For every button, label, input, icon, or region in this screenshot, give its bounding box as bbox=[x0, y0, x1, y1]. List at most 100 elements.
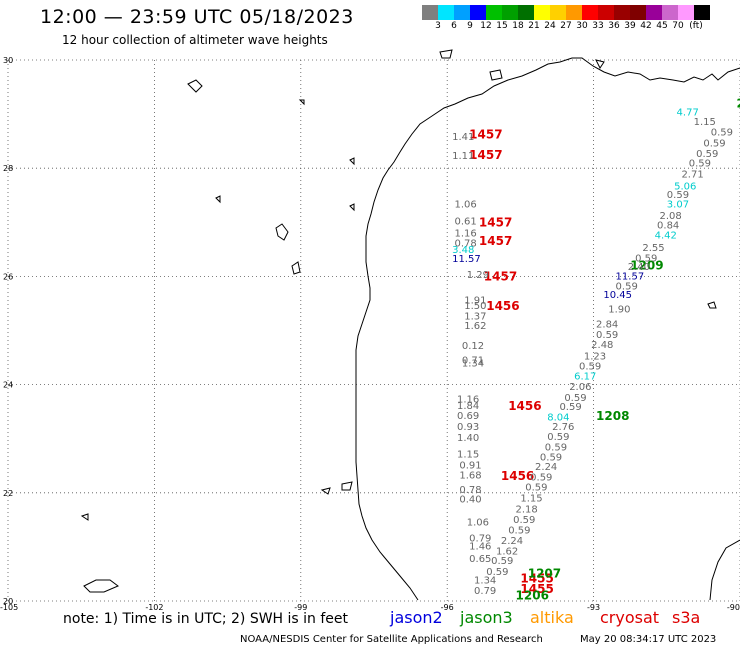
colorbar-label: 45 bbox=[656, 21, 668, 31]
wave-height-value: 0.69 bbox=[457, 411, 479, 422]
texas-louisiana-coastline bbox=[355, 57, 740, 601]
wave-height-value: 0.78 bbox=[459, 485, 481, 496]
colorbar-swatch bbox=[518, 5, 534, 20]
wave-height-value: 0.59 bbox=[540, 452, 562, 463]
wave-height-value: 0.59 bbox=[545, 443, 567, 454]
colorbar-label: 33 bbox=[592, 21, 604, 31]
wave-height-value: 2.24 bbox=[535, 462, 557, 473]
wave-height-value: 11.57 bbox=[452, 254, 481, 265]
wave-height-value: 1.16 bbox=[455, 228, 477, 239]
wave-height-value: 0.59 bbox=[596, 330, 618, 341]
wave-height-value: 2.48 bbox=[591, 340, 613, 351]
wave-height-value: 1.37 bbox=[464, 312, 486, 323]
pass-time-label: 1455 bbox=[520, 572, 553, 586]
longitude-label: -96 bbox=[441, 603, 454, 612]
wave-height-value: 0.12 bbox=[462, 341, 484, 352]
colorbar-swatch bbox=[422, 5, 438, 20]
wave-height-value: 10.45 bbox=[603, 290, 632, 301]
wave-height-value: 1.06 bbox=[455, 200, 477, 211]
colorbar-swatch bbox=[502, 5, 518, 20]
legend-jason3: jason3 bbox=[460, 608, 513, 627]
wave-height-value: 1.50 bbox=[464, 301, 486, 312]
wave-height-value: 4.77 bbox=[677, 108, 699, 119]
colorbar-swatch bbox=[550, 5, 566, 20]
wave-height-value: 0.91 bbox=[459, 460, 481, 471]
wave-height-value: 1.90 bbox=[608, 305, 630, 316]
wave-height-value: 4.42 bbox=[655, 231, 677, 242]
wave-height-observations: 1457 1457 1457 1457 1457 1456 1456 1456 14551455… bbox=[452, 97, 740, 603]
wave-height-value: 2.40 bbox=[628, 262, 650, 273]
wave-height-value: 0.93 bbox=[457, 422, 479, 433]
latitude-labels: 30 28 26 24 22 20 bbox=[3, 56, 13, 606]
colorbar-label: 15 bbox=[496, 21, 508, 31]
wave-height-value: 0.59 bbox=[564, 393, 586, 404]
pass-time-label: 1207 bbox=[528, 567, 561, 581]
wave-height-value: 11.57 bbox=[616, 272, 645, 283]
latitude-label: 20 bbox=[3, 597, 13, 606]
wave-height-value: 1.11 bbox=[452, 151, 474, 162]
lat-lon-grid bbox=[7, 59, 740, 602]
colorbar-label: 70 bbox=[672, 21, 684, 31]
colorbar-label: 18 bbox=[512, 21, 524, 31]
wave-height-value: 2.18 bbox=[516, 504, 538, 515]
wave-height-value: 0.59 bbox=[525, 483, 547, 494]
wave-height-value: 1.06 bbox=[467, 517, 489, 528]
wave-height-value: 0.59 bbox=[547, 432, 569, 443]
colorbar-swatch bbox=[646, 5, 662, 20]
wave-height-value: 0.59 bbox=[696, 149, 718, 160]
wave-height-value: 1.34 bbox=[474, 576, 496, 587]
colorbar-label: 27 bbox=[560, 21, 572, 31]
wave-height-value: 0.59 bbox=[559, 402, 581, 413]
footer-credit: NOAA/NESDIS Center for Satellite Applica… bbox=[240, 634, 543, 645]
colorbar-swatch bbox=[438, 5, 454, 20]
wave-height-value: 0.59 bbox=[579, 361, 601, 372]
colorbar-swatch bbox=[566, 5, 582, 20]
wave-height-value: 1.46 bbox=[469, 542, 491, 553]
pass-time-label: 1209 bbox=[630, 258, 663, 272]
wave-height-value: 1.62 bbox=[464, 321, 486, 332]
wave-height-value: 0.59 bbox=[703, 139, 725, 150]
pass-time-label: 1456 bbox=[486, 299, 519, 313]
wave-height-value: 5.06 bbox=[674, 181, 696, 192]
wave-height-value: 1.40 bbox=[457, 433, 479, 444]
wave-height-value: 0.59 bbox=[635, 253, 657, 264]
wave-height-value: 3.48 bbox=[452, 245, 474, 256]
latitude-label: 30 bbox=[3, 56, 13, 65]
colorbar-swatch bbox=[694, 5, 710, 20]
longitude-label: -93 bbox=[587, 603, 600, 612]
wave-height-value: 2.76 bbox=[552, 422, 574, 433]
figure-subtitle: 12 hour collection of altimeter wave hei… bbox=[62, 33, 328, 47]
pass-time-label: 1208 bbox=[596, 409, 629, 423]
colorbar-swatch bbox=[614, 5, 630, 20]
latitude-label: 26 bbox=[3, 272, 13, 281]
pass-time-label: 1206 bbox=[516, 588, 549, 602]
colorbar-swatch bbox=[486, 5, 502, 20]
wave-height-value: 0.78 bbox=[455, 239, 477, 250]
longitude-label: -102 bbox=[145, 603, 163, 612]
colorbar-swatch bbox=[678, 5, 694, 20]
colorbar-labels: 3 6 9 12 15 18 21 24 27 30 33 36 39 42 45 70 (ft) bbox=[422, 21, 740, 33]
colorbar-swatch bbox=[630, 5, 646, 20]
wave-height-value: 8.04 bbox=[547, 412, 569, 423]
longitude-labels: -105 -102 -99 -96 -93 -90 bbox=[0, 603, 740, 612]
wave-height-value: 0.59 bbox=[667, 190, 689, 201]
wave-height-value: 0.59 bbox=[513, 515, 535, 526]
pass-time-label: 1455 bbox=[520, 582, 553, 596]
wave-height-value: 1.91 bbox=[464, 295, 486, 306]
pass-time-label: 1457 bbox=[469, 148, 502, 162]
legend-altika: altika bbox=[530, 608, 574, 627]
wave-height-value: 1.62 bbox=[496, 546, 518, 557]
pass-time-label: 2 bbox=[737, 97, 740, 111]
footer-note: note: 1) Time is in UTC; 2) SWH is in fe… bbox=[63, 611, 349, 627]
wave-height-value: 0.59 bbox=[530, 472, 552, 483]
colorbar-label: 12 bbox=[480, 21, 492, 31]
wave-height-value: 0.79 bbox=[469, 533, 491, 544]
wave-height-value: 1.15 bbox=[520, 493, 542, 504]
wave-height-value: 6.17 bbox=[574, 372, 596, 383]
latitude-label: 28 bbox=[3, 164, 13, 173]
coastline bbox=[80, 49, 740, 601]
wave-height-value: 0.65 bbox=[469, 554, 491, 565]
pass-time-label: 1456 bbox=[501, 469, 534, 483]
wave-height-value: 0.40 bbox=[459, 495, 481, 506]
